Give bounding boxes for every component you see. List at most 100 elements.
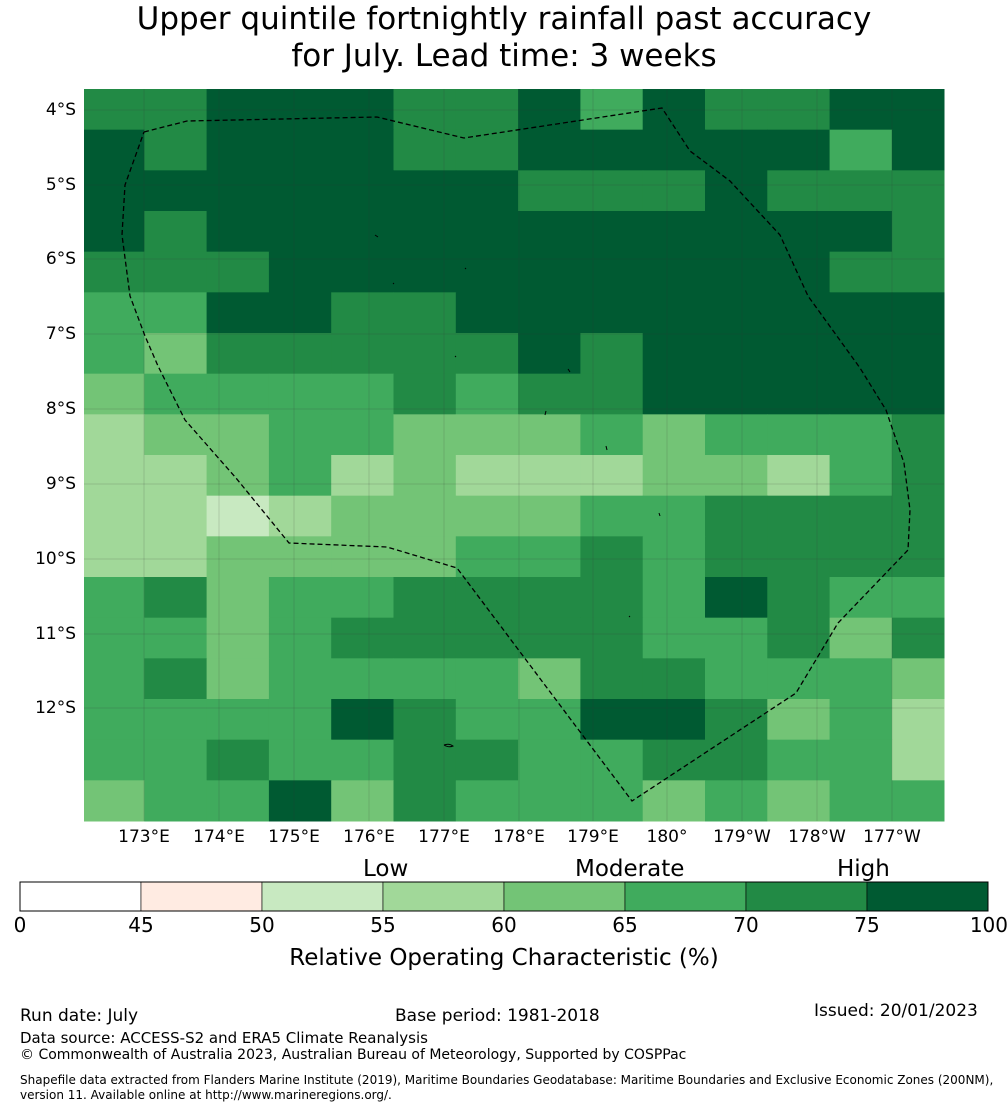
- colorbar-category-high: High: [837, 856, 890, 882]
- issued-date: Issued: 20/01/2023: [814, 1001, 978, 1021]
- roc-grid-cell: [144, 251, 208, 293]
- roc-grid-cell: [393, 292, 457, 334]
- roc-grid-cell: [268, 373, 332, 415]
- colorbar-tick-label: 50: [249, 913, 275, 937]
- roc-grid-cell: [891, 658, 945, 700]
- roc-grid-cell: [84, 89, 145, 131]
- roc-grid-cell: [455, 780, 519, 822]
- roc-grid-cell: [268, 455, 332, 497]
- base-period: Base period: 1981-2018: [395, 1006, 600, 1026]
- roc-grid-cell: [829, 617, 893, 659]
- roc-grid-cell: [455, 292, 519, 334]
- roc-grid-cell: [642, 739, 706, 781]
- roc-grid-cell: [518, 617, 581, 659]
- roc-grid-cell: [642, 251, 706, 293]
- roc-grid-cell: [331, 170, 394, 212]
- roc-grid-cell: [84, 658, 145, 700]
- roc-grid-cell: [767, 739, 831, 781]
- lon-label: 176°E: [343, 827, 395, 847]
- roc-grid-cell: [767, 455, 831, 497]
- lon-label: 174°E: [193, 827, 245, 847]
- colorbar-segment: [503, 881, 626, 912]
- roc-grid-cell: [144, 739, 208, 781]
- lon-label: 178°W: [788, 827, 846, 847]
- roc-grid-cell: [705, 373, 768, 415]
- roc-grid-cell: [829, 780, 893, 822]
- roc-grid-cell: [268, 251, 332, 293]
- roc-grid-cell: [642, 455, 706, 497]
- roc-grid-cell: [84, 739, 145, 781]
- roc-grid-cell: [268, 577, 332, 619]
- roc-grid-cell: [84, 577, 145, 619]
- roc-grid-cell: [705, 292, 768, 334]
- roc-grid-cell: [767, 129, 831, 171]
- lat-label: 9°S: [45, 474, 76, 494]
- roc-grid-cell: [642, 495, 706, 537]
- roc-grid-cell: [518, 211, 581, 253]
- roc-grid-cell: [206, 292, 270, 334]
- chart-title-line-1: Upper quintile fortnightly rainfall past…: [136, 1, 872, 37]
- roc-grid-cell: [705, 699, 768, 741]
- roc-grid-cell: [206, 577, 270, 619]
- roc-grid-cell: [393, 617, 457, 659]
- roc-grid-cell: [580, 414, 644, 456]
- roc-grid-cell: [393, 211, 457, 253]
- roc-grid-cell: [891, 495, 945, 537]
- colorbar-tick-label: 70: [733, 913, 759, 937]
- roc-grid-cell: [518, 739, 581, 781]
- run-date: Run date: July: [20, 1006, 139, 1026]
- roc-grid-cell: [206, 739, 270, 781]
- roc-grid-cell: [393, 251, 457, 293]
- roc-grid-cell: [144, 536, 208, 578]
- roc-grid-cell: [331, 658, 394, 700]
- roc-grid-cell: [891, 780, 945, 822]
- roc-grid-cell: [268, 699, 332, 741]
- roc-grid-cell: [767, 699, 831, 741]
- roc-grid-cell: [705, 617, 768, 659]
- roc-grid-cell: [580, 129, 644, 171]
- roc-grid-cell: [767, 780, 831, 822]
- roc-grid-cell: [767, 536, 831, 578]
- colorbar-tick-label: 0: [13, 913, 27, 937]
- roc-grid-cell: [891, 739, 945, 781]
- roc-grid-cell: [767, 373, 831, 415]
- roc-grid-cell: [580, 658, 644, 700]
- roc-grid-cell: [642, 170, 706, 212]
- lat-label: 8°S: [45, 399, 76, 419]
- roc-grid-cell: [144, 780, 208, 822]
- roc-grid-cell: [767, 577, 831, 619]
- colorbar-tick-label: 45: [128, 913, 154, 937]
- roc-grid-cell: [829, 414, 893, 456]
- roc-grid-cell: [642, 211, 706, 253]
- roc-grid-cell: [206, 699, 270, 741]
- island: [605, 445, 608, 451]
- roc-grid-cell: [331, 211, 394, 253]
- roc-grid-cell: [829, 211, 893, 253]
- roc-grid-cell: [705, 170, 768, 212]
- roc-grid-cell: [331, 414, 394, 456]
- roc-grid-cell: [642, 373, 706, 415]
- roc-grid-cell: [206, 89, 270, 131]
- lon-label: 178°E: [493, 827, 545, 847]
- roc-grid-cell: [455, 211, 519, 253]
- lon-label: 175°E: [268, 827, 320, 847]
- roc-grid-cell: [580, 251, 644, 293]
- roc-grid-cell: [144, 699, 208, 741]
- roc-grid-cell: [268, 414, 332, 456]
- roc-grid-cell: [829, 658, 893, 700]
- lon-label: 180°: [646, 827, 688, 847]
- roc-grid-cell: [144, 292, 208, 334]
- colorbar-tick-label: 65: [612, 913, 638, 937]
- roc-grid-cell: [767, 617, 831, 659]
- roc-grid-cell: [455, 536, 519, 578]
- roc-grid-cell: [206, 536, 270, 578]
- roc-grid-cell: [891, 577, 945, 619]
- roc-grid-cell: [705, 577, 768, 619]
- roc-grid-cell: [580, 577, 644, 619]
- lat-label: 7°S: [45, 324, 76, 344]
- colorbar-segment: [140, 881, 263, 912]
- roc-grid-cell: [518, 414, 581, 456]
- lon-label: 177°W: [863, 827, 921, 847]
- roc-grid-cell: [206, 617, 270, 659]
- roc-grid-cell: [891, 333, 945, 375]
